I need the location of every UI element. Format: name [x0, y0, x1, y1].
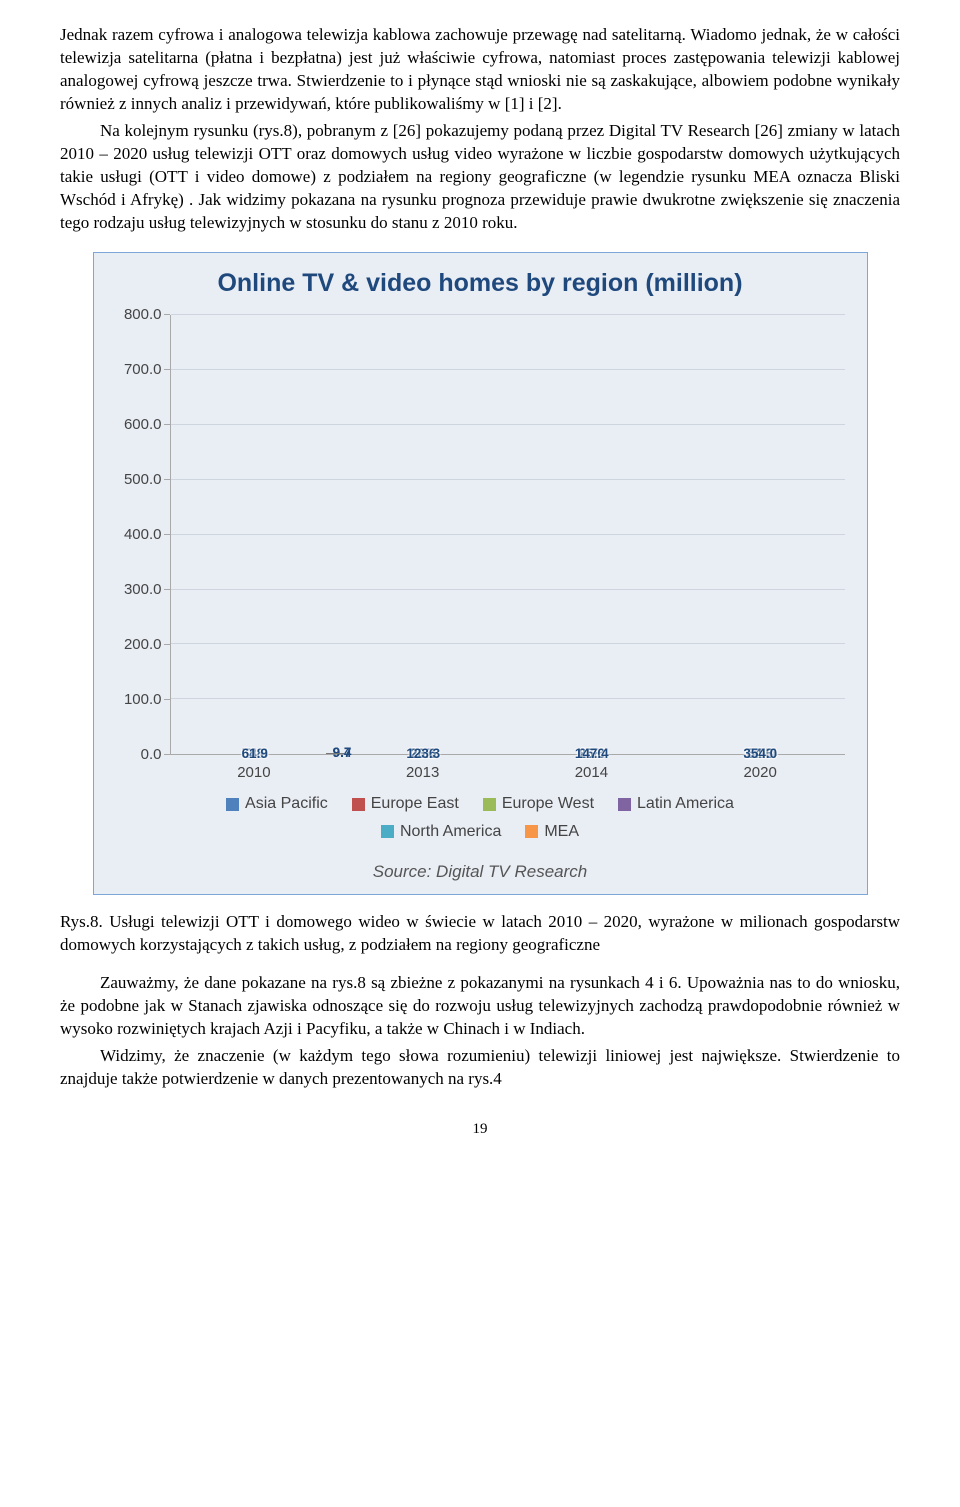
figure-caption: Rys.8. Usługi telewizji OTT i domowego w… — [60, 911, 900, 957]
x-tick-label: 2020 — [676, 763, 845, 783]
legend-item: Europe East — [352, 793, 459, 815]
legend-swatch — [381, 825, 394, 838]
legend-swatch — [226, 798, 239, 811]
chart-source: Source: Digital TV Research — [116, 861, 845, 884]
legend-item: Asia Pacific — [226, 793, 328, 815]
legend-swatch — [618, 798, 631, 811]
y-tick-label: 800.0 — [124, 305, 162, 325]
x-tick-label: 2014 — [507, 763, 676, 783]
paragraph-1: Jednak razem cyfrowa i analogowa telewiz… — [60, 24, 900, 116]
legend-label: North America — [400, 821, 501, 843]
y-tick-label: 600.0 — [124, 415, 162, 435]
x-tick-label: 2013 — [338, 763, 507, 783]
paragraph-2: Na kolejnym rysunku (rys.8), pobranym z … — [60, 120, 900, 235]
paragraph-4: Widzimy, że znaczenie (w każdym tego sło… — [60, 1045, 900, 1091]
segment-label: 147.4 — [575, 745, 609, 763]
legend-label: Latin America — [637, 793, 734, 815]
page-number: 19 — [60, 1119, 900, 1139]
legend-swatch — [352, 798, 365, 811]
chart-y-axis: 0.0100.0200.0300.0400.0500.0600.0700.080… — [116, 315, 170, 755]
legend-label: MEA — [544, 821, 579, 843]
legend-label: Asia Pacific — [245, 793, 328, 815]
x-tick-label: 2010 — [170, 763, 339, 783]
y-tick-label: 300.0 — [124, 580, 162, 600]
chart-plot-area: 0.0100.0200.0300.0400.0500.0600.0700.080… — [116, 315, 845, 755]
y-tick-label: 400.0 — [124, 525, 162, 545]
chart-container: Online TV & video homes by region (milli… — [93, 252, 868, 894]
y-tick-label: 500.0 — [124, 470, 162, 490]
legend-label: Europe East — [371, 793, 459, 815]
legend-label: Europe West — [502, 793, 594, 815]
chart-grid: 2.858.454.861.99.49.74.878.521.178.420.6… — [170, 315, 845, 755]
chart-bars: 2.858.454.861.99.49.74.878.521.178.420.6… — [171, 315, 845, 754]
y-tick-label: 0.0 — [141, 745, 162, 765]
legend-swatch — [483, 798, 496, 811]
legend-item: North America — [381, 821, 501, 843]
chart-legend: Asia Pacific Europe East Europe West Latin … — [200, 793, 760, 842]
legend-swatch — [525, 825, 538, 838]
chart-title: Online TV & video homes by region (milli… — [116, 267, 845, 301]
segment-label: 123.3 — [406, 745, 440, 763]
y-tick-label: 100.0 — [124, 690, 162, 710]
paragraph-3: Zauważmy, że dane pokazane na rys.8 są z… — [60, 972, 900, 1041]
y-tick-label: 200.0 — [124, 635, 162, 655]
legend-item: Latin America — [618, 793, 734, 815]
legend-item: MEA — [525, 821, 579, 843]
segment-label: 61.9 — [242, 745, 268, 763]
y-tick-label: 700.0 — [124, 360, 162, 380]
legend-item: Europe West — [483, 793, 594, 815]
segment-label: 354.0 — [743, 745, 777, 763]
